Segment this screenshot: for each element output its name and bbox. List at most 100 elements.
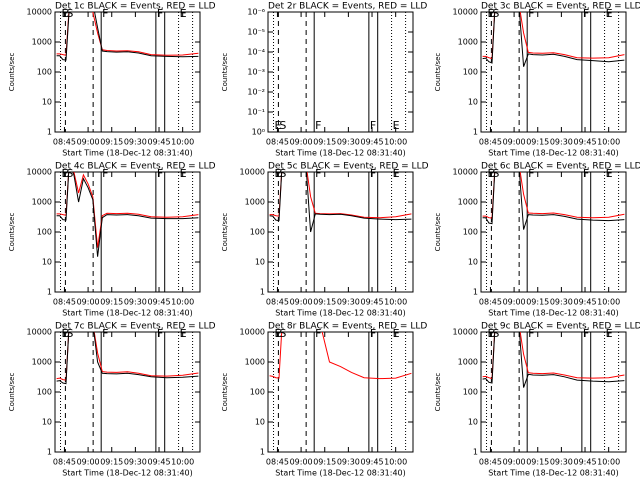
- y-tick-label: 10: [468, 418, 478, 427]
- y-tick-label: 100: [37, 68, 52, 77]
- marker-label: F: [583, 7, 589, 20]
- x-tick-label: 09:15: [313, 458, 336, 467]
- y-tick-label: 10000: [240, 168, 265, 177]
- x-tick-label: 10:00: [384, 298, 407, 307]
- x-tick-label: 08:45: [266, 138, 289, 147]
- x-tick-label: 09:45: [573, 458, 596, 467]
- x-axis-title: Start Time (18-Dec-12 08:31:40): [62, 309, 193, 318]
- x-tick-label: 08:45: [266, 458, 289, 467]
- chart-title: Det 6c BLACK = Events, RED = LLD: [481, 162, 640, 172]
- marker-label: S: [492, 7, 499, 20]
- x-tick-label: 08:45: [53, 458, 76, 467]
- marker-label: F: [583, 167, 589, 180]
- marker-label: F: [157, 167, 163, 180]
- y-tick-label: 100: [463, 68, 478, 77]
- x-tick-label: 09:30: [124, 138, 147, 147]
- chart-title: Det 7c BLACK = Events, RED = LLD: [55, 322, 216, 332]
- marker-label: F: [102, 7, 108, 20]
- y-axis-title: Counts/sec: [434, 213, 442, 252]
- panel: Det 3c BLACK = Events, RED = LLD Start Ti…: [434, 2, 640, 158]
- marker-label: F: [157, 7, 163, 20]
- x-tick-label: 08:45: [479, 138, 502, 147]
- x-tick-label: 09:15: [526, 138, 549, 147]
- y-tick-label: 10000: [240, 328, 265, 337]
- marker-label: F: [157, 327, 163, 340]
- y-tick-label: 10⁻³: [247, 68, 265, 77]
- x-tick-label: 09:45: [573, 138, 596, 147]
- y-tick-label: 1000: [245, 198, 265, 207]
- plot-area: [482, 332, 625, 452]
- marker-label: E: [393, 167, 400, 180]
- x-tick-label: 09:15: [100, 458, 123, 467]
- marker-label: S: [66, 7, 73, 20]
- x-tick-label: 09:30: [124, 458, 147, 467]
- series-line: [56, 172, 199, 248]
- x-tick-label: 09:00: [290, 298, 313, 307]
- x-tick-label: 10:00: [171, 138, 194, 147]
- x-tick-label: 09:15: [526, 298, 549, 307]
- marker-label: S: [492, 327, 499, 340]
- marker-label: S: [279, 119, 286, 132]
- marker-label: F: [102, 167, 108, 180]
- chart-title: Det 9c BLACK = Events, RED = LLD: [481, 322, 640, 332]
- y-tick-label: 1: [473, 128, 478, 137]
- marker-label: E: [488, 327, 495, 340]
- y-tick-label: 100: [250, 228, 265, 237]
- marker-label: F: [583, 327, 589, 340]
- y-tick-label: 10⁻²: [247, 88, 265, 97]
- x-tick-label: 09:00: [503, 138, 526, 147]
- plot-area: [269, 332, 412, 452]
- x-tick-label: 09:15: [313, 138, 336, 147]
- y-tick-label: 10: [42, 258, 52, 267]
- series-line: [482, 12, 625, 67]
- y-tick-label: 100: [37, 388, 52, 397]
- marker-label: E: [62, 7, 69, 20]
- x-tick-label: 08:45: [479, 298, 502, 307]
- marker-label: E: [488, 167, 495, 180]
- marker-label: E: [606, 327, 613, 340]
- y-tick-label: 10000: [27, 168, 52, 177]
- y-axis-title: Counts/sec: [8, 213, 16, 252]
- plot-area: [56, 12, 199, 132]
- series-line: [482, 332, 625, 388]
- y-axis-title: Counts/sec: [221, 53, 229, 92]
- marker-label: E: [488, 7, 495, 20]
- series-line: [56, 172, 199, 257]
- y-tick-label: 10000: [453, 168, 478, 177]
- marker-label: E: [180, 167, 187, 180]
- x-tick-label: 09:45: [360, 458, 383, 467]
- chart-title: Det 5c BLACK = Events, RED = LLD: [268, 162, 429, 172]
- x-tick-label: 09:45: [147, 138, 170, 147]
- y-tick-label: 1000: [458, 358, 478, 367]
- x-tick-label: 09:00: [503, 458, 526, 467]
- x-tick-label: 09:15: [313, 298, 336, 307]
- chart-title: Det 1c BLACK = Events, RED = LLD: [55, 2, 216, 12]
- series-line: [482, 172, 625, 230]
- y-axis-title: Counts/sec: [8, 53, 16, 92]
- y-tick-label: 1: [47, 288, 52, 297]
- marker-label: E: [606, 167, 613, 180]
- y-tick-label: 10⁻⁴: [247, 48, 265, 57]
- marker-label: E: [180, 327, 187, 340]
- panel: Det 1c BLACK = Events, RED = LLD Start Ti…: [8, 2, 216, 158]
- y-axis-title: Counts/sec: [434, 53, 442, 92]
- y-tick-label: 1000: [32, 358, 52, 367]
- x-tick-label: 08:45: [53, 138, 76, 147]
- marker-label: E: [275, 119, 282, 132]
- x-tick-label: 09:00: [77, 138, 100, 147]
- panel: Det 8r BLACK = Events, RED = LLD Start Ti…: [221, 322, 427, 478]
- marker-label: F: [370, 167, 376, 180]
- plot-area: [273, 12, 407, 132]
- panel: Det 7c BLACK = Events, RED = LLD Start Ti…: [8, 322, 216, 478]
- y-tick-label: 1000: [32, 38, 52, 47]
- x-tick-label: 08:45: [479, 458, 502, 467]
- y-tick-label: 10: [468, 98, 478, 107]
- x-tick-label: 09:45: [360, 138, 383, 147]
- x-tick-label: 09:15: [100, 138, 123, 147]
- chart-title: Det 3c BLACK = Events, RED = LLD: [481, 2, 640, 12]
- marker-label: S: [279, 327, 286, 340]
- x-tick-label: 10:00: [171, 458, 194, 467]
- y-tick-label: 10: [468, 258, 478, 267]
- x-tick-label: 09:15: [100, 298, 123, 307]
